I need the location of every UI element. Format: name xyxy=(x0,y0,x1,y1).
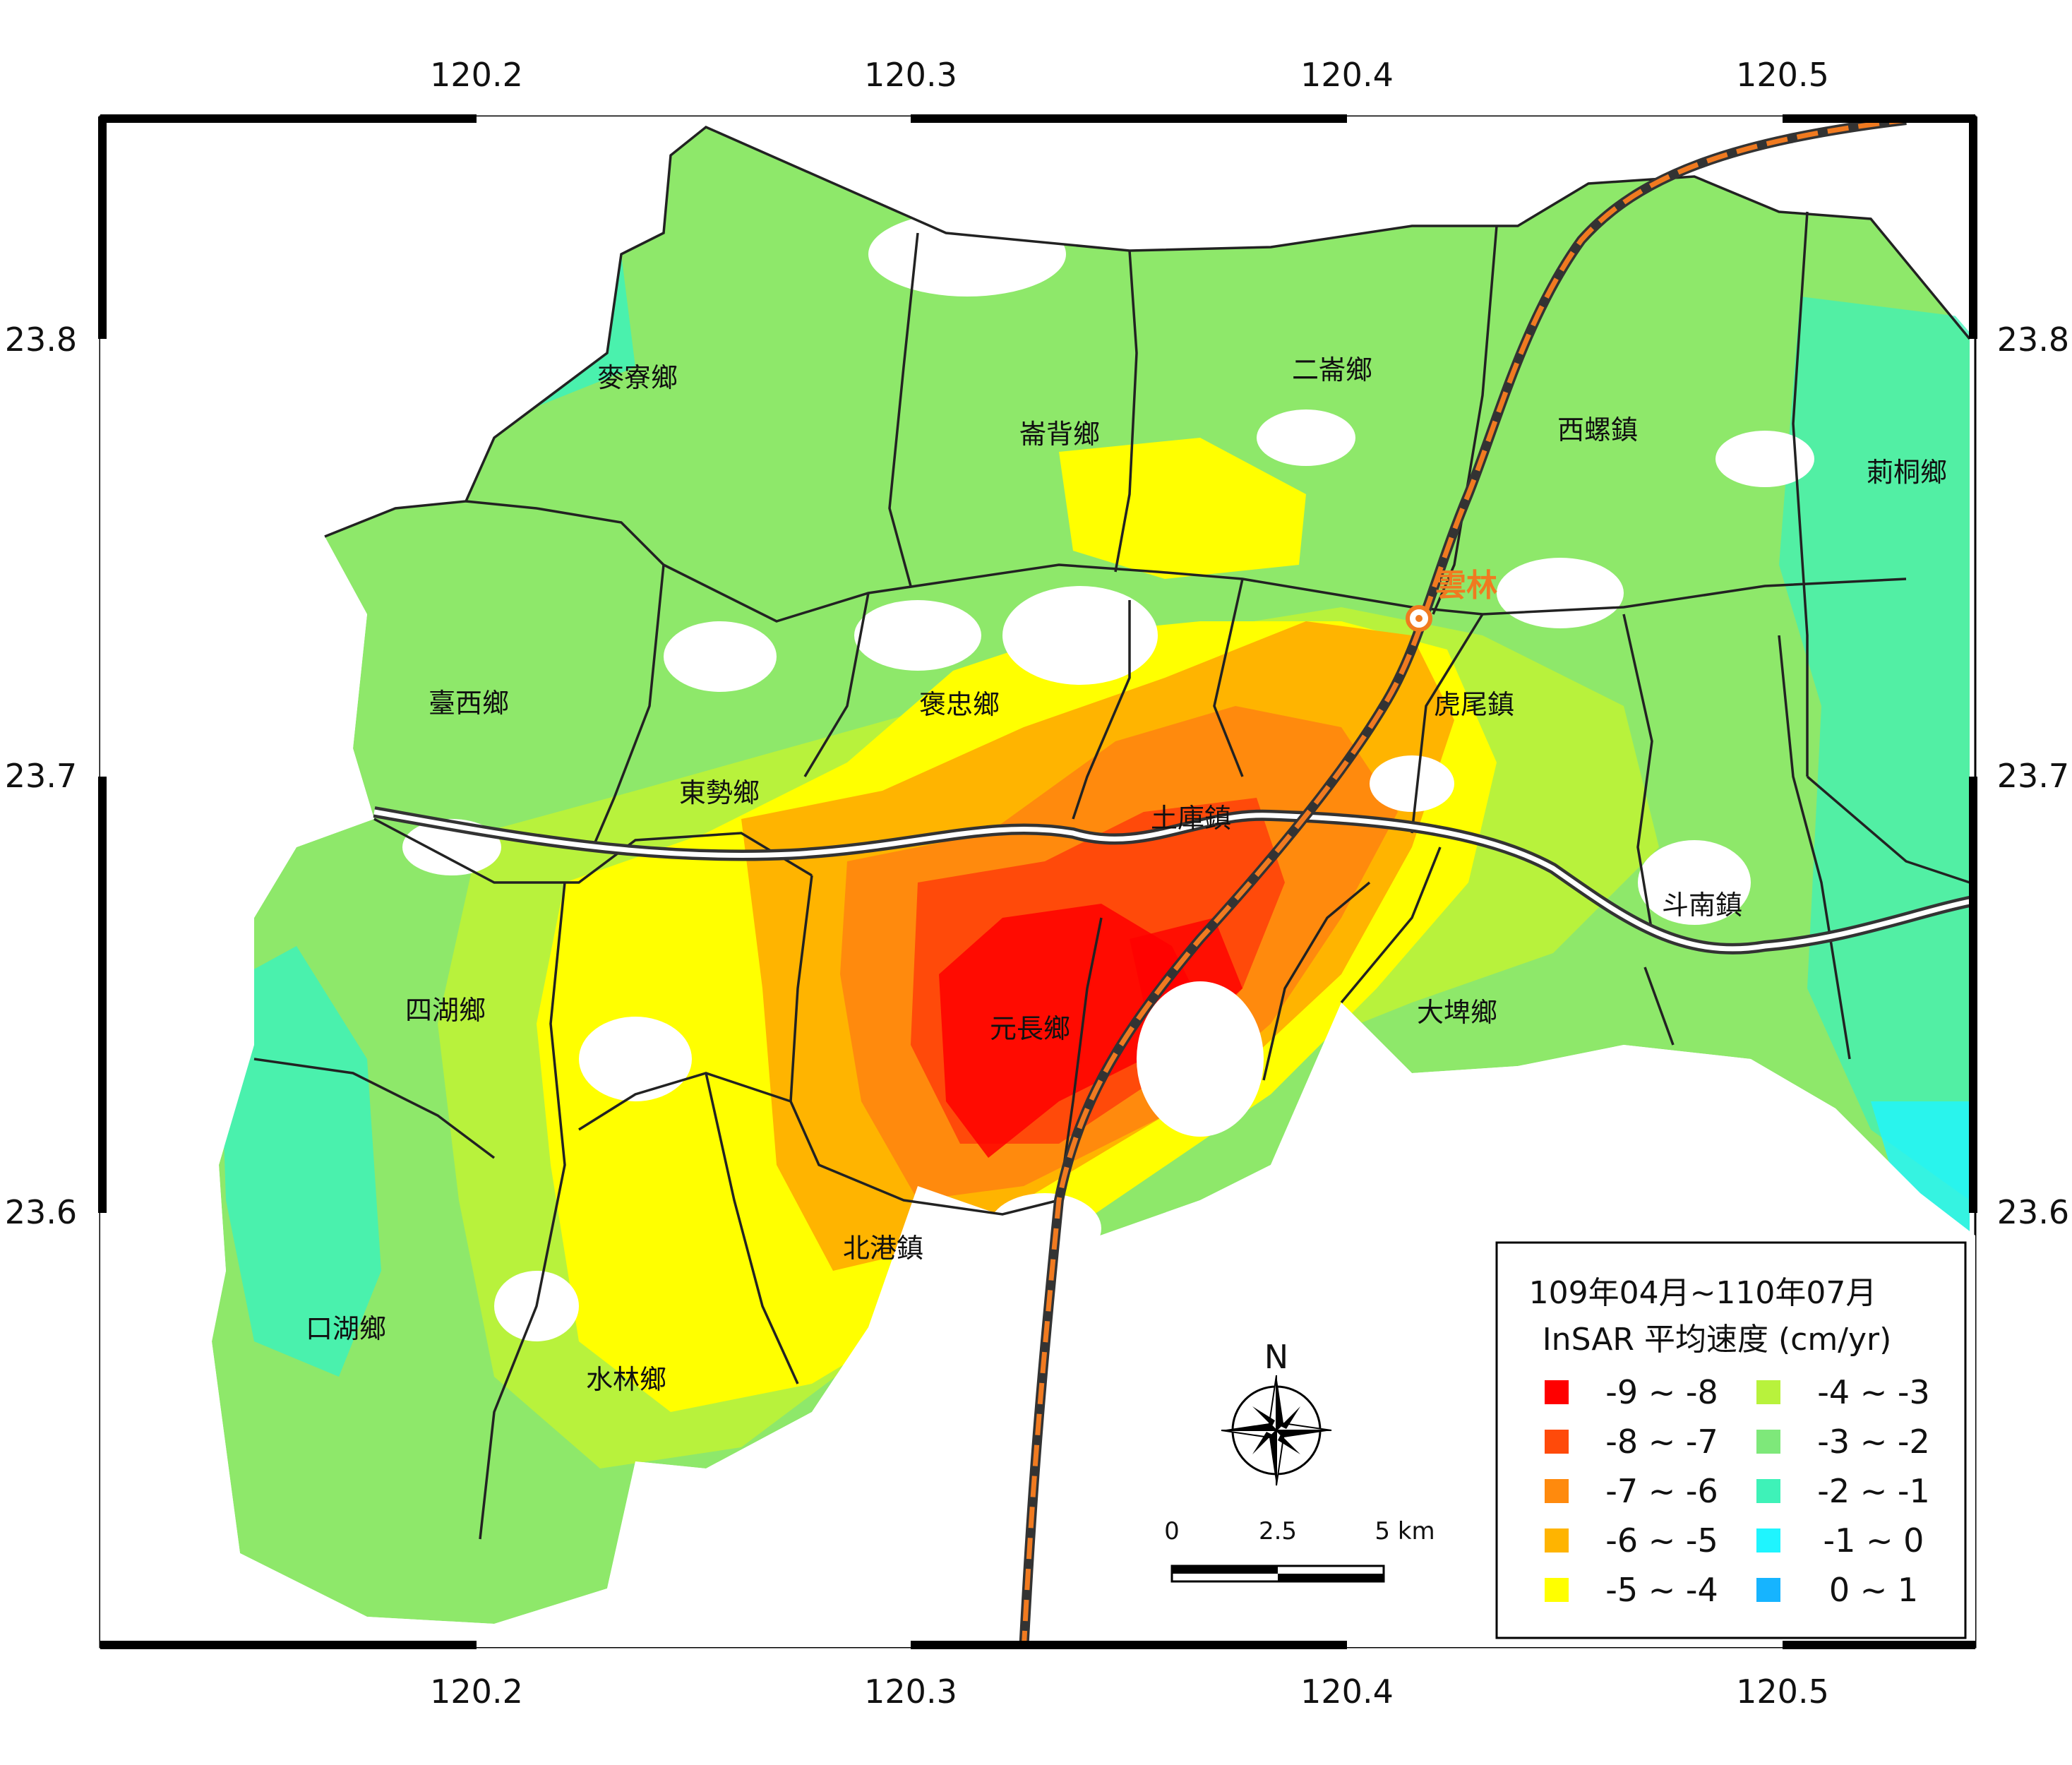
township-label: 臺西鄉 xyxy=(429,688,509,719)
legend-swatch xyxy=(1545,1380,1569,1404)
township-label: 二崙鄉 xyxy=(1292,354,1372,385)
township-label: 西螺鎮 xyxy=(1557,414,1638,445)
legend-items: -9 ~ -8 -8 ~ -7 -7 ~ -6 -6 ~ -5 -5 ~ -4 -4 ~ … xyxy=(1545,1373,1930,1609)
north-label: N xyxy=(1264,1338,1288,1376)
township-label: 東勢鄉 xyxy=(679,777,760,808)
township-label: 莿桐鄉 xyxy=(1867,457,1947,488)
station-label: 雲林 xyxy=(1435,568,1497,604)
lon-tick-label: 120.5 xyxy=(1736,56,1829,94)
lat-tick-label: 23.7 xyxy=(5,757,77,795)
legend-swatch xyxy=(1756,1430,1780,1454)
station-marker: 雲林 xyxy=(1406,568,1497,632)
lon-tick-label: 120.5 xyxy=(1736,1673,1829,1711)
scale-bar: 0 2.5 5 km xyxy=(1164,1517,1435,1583)
coastal-cyan-se xyxy=(1871,1101,1970,1243)
frame-ticks xyxy=(98,114,1977,1649)
township-label: 麥寮鄉 xyxy=(597,362,678,393)
township-label: 崙背鄉 xyxy=(1019,419,1100,450)
national-highway xyxy=(373,806,1975,955)
township-label: 虎尾鎮 xyxy=(1434,689,1514,720)
coastal-cyan-west xyxy=(219,946,381,1377)
lat-tick-label: 23.8 xyxy=(1997,321,2069,359)
township-label: 水林鄉 xyxy=(586,1364,666,1395)
legend-label: -7 ~ -6 xyxy=(1605,1472,1718,1510)
high-speed-rail xyxy=(1019,116,1907,1647)
lon-tick-label: 120.2 xyxy=(430,56,523,94)
lat-tick-label: 23.7 xyxy=(1997,757,2069,795)
legend-label: 0 ~ 1 xyxy=(1829,1571,1918,1609)
township-label: 大埤鄉 xyxy=(1417,997,1497,1028)
lat-tick-label: 23.6 xyxy=(1997,1193,2069,1231)
legend: 109年04月~110年07月 InSAR 平均速度 (cm/yr) -9 ~ … xyxy=(1495,1241,1967,1639)
township-boundaries xyxy=(253,125,1971,1540)
coastal-cyan-east xyxy=(1779,297,1970,1200)
legend-box xyxy=(1495,1241,1967,1639)
legend-subtitle: InSAR 平均速度 (cm/yr) xyxy=(1543,1322,1892,1358)
lat-tick-label: 23.8 xyxy=(5,321,77,359)
legend-label: -2 ~ -1 xyxy=(1817,1472,1930,1510)
legend-swatch xyxy=(1545,1479,1569,1503)
lon-tick-label: 120.4 xyxy=(1300,1673,1394,1711)
legend-swatch xyxy=(1545,1578,1569,1602)
legend-label: -5 ~ -4 xyxy=(1605,1571,1718,1609)
lon-labels: 120.2 120.3 120.4 120.5 120.2 120.3 120.… xyxy=(430,56,1829,1711)
legend-swatch xyxy=(1756,1479,1780,1503)
township-label: 四湖鄉 xyxy=(405,995,486,1026)
lon-tick-label: 120.3 xyxy=(864,1673,957,1711)
scale-label: 0 xyxy=(1164,1517,1180,1545)
legend-swatch xyxy=(1545,1528,1569,1552)
scale-label: 2.5 xyxy=(1259,1517,1297,1545)
legend-label: -1 ~ 0 xyxy=(1824,1521,1924,1560)
scale-label: 5 km xyxy=(1375,1517,1435,1545)
township-label: 土庫鎮 xyxy=(1151,803,1231,834)
township-label: 褒忠鄉 xyxy=(919,689,1000,720)
lon-tick-label: 120.4 xyxy=(1300,56,1394,94)
township-label: 口湖鄉 xyxy=(306,1313,386,1344)
legend-swatch xyxy=(1756,1578,1780,1602)
legend-title: 109年04月~110年07月 xyxy=(1529,1275,1877,1311)
legend-swatch xyxy=(1756,1528,1780,1552)
legend-swatch xyxy=(1756,1380,1780,1404)
township-label: 北港鎮 xyxy=(843,1233,923,1264)
legend-label: -9 ~ -8 xyxy=(1605,1373,1718,1411)
north-arrow-icon: N xyxy=(1221,1338,1332,1486)
legend-swatch xyxy=(1545,1430,1569,1454)
band-red xyxy=(939,904,1200,1158)
township-label: 斗南鎮 xyxy=(1662,890,1742,921)
legend-label: -6 ~ -5 xyxy=(1605,1521,1718,1560)
township-label: 元長鄉 xyxy=(990,1013,1070,1044)
legend-label: -4 ~ -3 xyxy=(1817,1373,1930,1411)
legend-label: -8 ~ -7 xyxy=(1605,1423,1718,1461)
lat-tick-label: 23.6 xyxy=(5,1193,77,1231)
township-labels: 麥寮鄉 崙背鄉 二崙鄉 西螺鎮 莿桐鄉 臺西鄉 褒忠鄉 虎尾鎮 東勢鄉 土庫鎮 … xyxy=(306,354,1947,1395)
lon-tick-label: 120.3 xyxy=(864,56,957,94)
legend-label: -3 ~ -2 xyxy=(1817,1423,1930,1461)
lat-labels: 23.8 23.7 23.6 23.8 23.7 23.6 xyxy=(5,321,2069,1231)
lon-tick-label: 120.2 xyxy=(430,1673,523,1711)
